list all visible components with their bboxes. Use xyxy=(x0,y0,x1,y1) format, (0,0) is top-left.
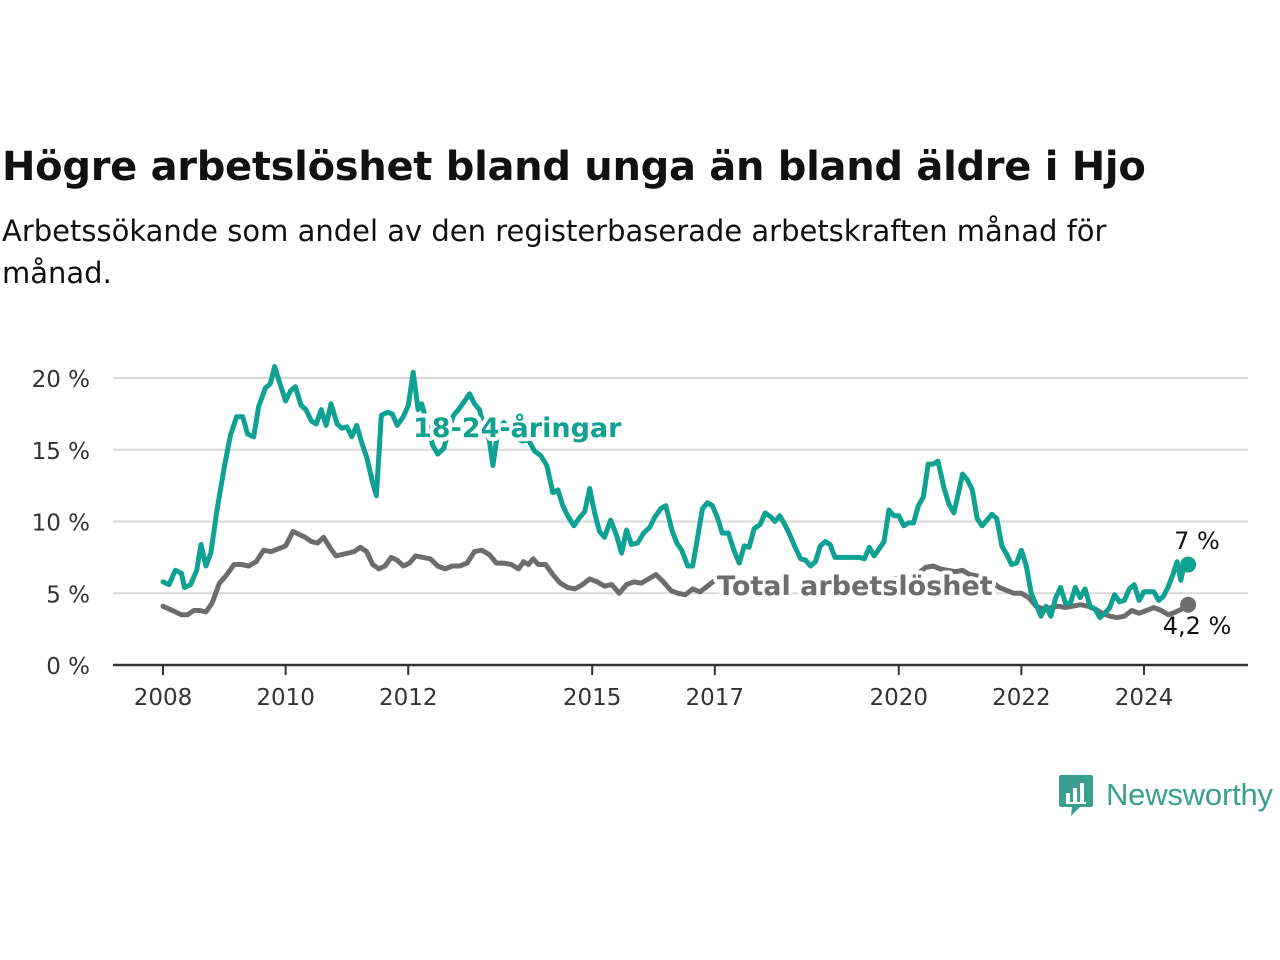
x-tick-label: 2010 xyxy=(256,685,315,711)
series-line-total xyxy=(160,529,718,618)
x-tick-label: 2022 xyxy=(992,685,1051,711)
x-tick-label: 2015 xyxy=(563,685,622,711)
y-tick-label: 0 % xyxy=(46,654,90,680)
series-label-total: Total arbetslöshet xyxy=(717,571,993,602)
x-tick-label: 2020 xyxy=(869,685,928,711)
newsworthy-logo: Newsworthy xyxy=(1058,772,1273,818)
series-lines xyxy=(160,364,1197,621)
x-axis-tick-labels: 2008 2010 2012 2015 2017 2020 2022 2024 xyxy=(134,685,1174,711)
series-label-youth: 18-24-åringar xyxy=(413,412,622,444)
series-label-total-halo: Total arbetslöshet xyxy=(717,571,993,602)
series-end-dot-youth xyxy=(1180,556,1197,573)
x-tick-label: 2017 xyxy=(686,685,745,711)
series-line-youth xyxy=(160,364,447,590)
end-label-youth: 7 % xyxy=(1174,527,1220,555)
y-tick-label: 10 % xyxy=(32,511,90,537)
newsworthy-chart-icon xyxy=(1059,775,1093,816)
chart-subtitle: Arbetssökande som andel av den registerb… xyxy=(2,214,1107,290)
chart-title: Högre arbetslöshet bland unga än bland ä… xyxy=(2,144,1146,190)
brand-name: Newsworthy xyxy=(1106,777,1273,812)
y-tick-label: 5 % xyxy=(46,582,90,608)
x-tick-label: 2008 xyxy=(134,685,193,711)
x-tick-label: 2024 xyxy=(1115,685,1174,711)
series-line-youth xyxy=(441,391,1191,621)
y-tick-label: 20 % xyxy=(32,367,90,393)
x-tick-label: 2012 xyxy=(379,685,438,711)
series-end-dot-total xyxy=(1180,596,1197,613)
grid-lines xyxy=(113,377,1248,675)
series-label-youth-halo: 18-24-åringar xyxy=(413,412,622,444)
y-tick-label: 15 % xyxy=(32,439,90,465)
y-axis-tick-labels: 0 % 5 % 10 % 15 % 20 % xyxy=(32,367,90,680)
end-label-total: 4,2 % xyxy=(1163,612,1232,640)
